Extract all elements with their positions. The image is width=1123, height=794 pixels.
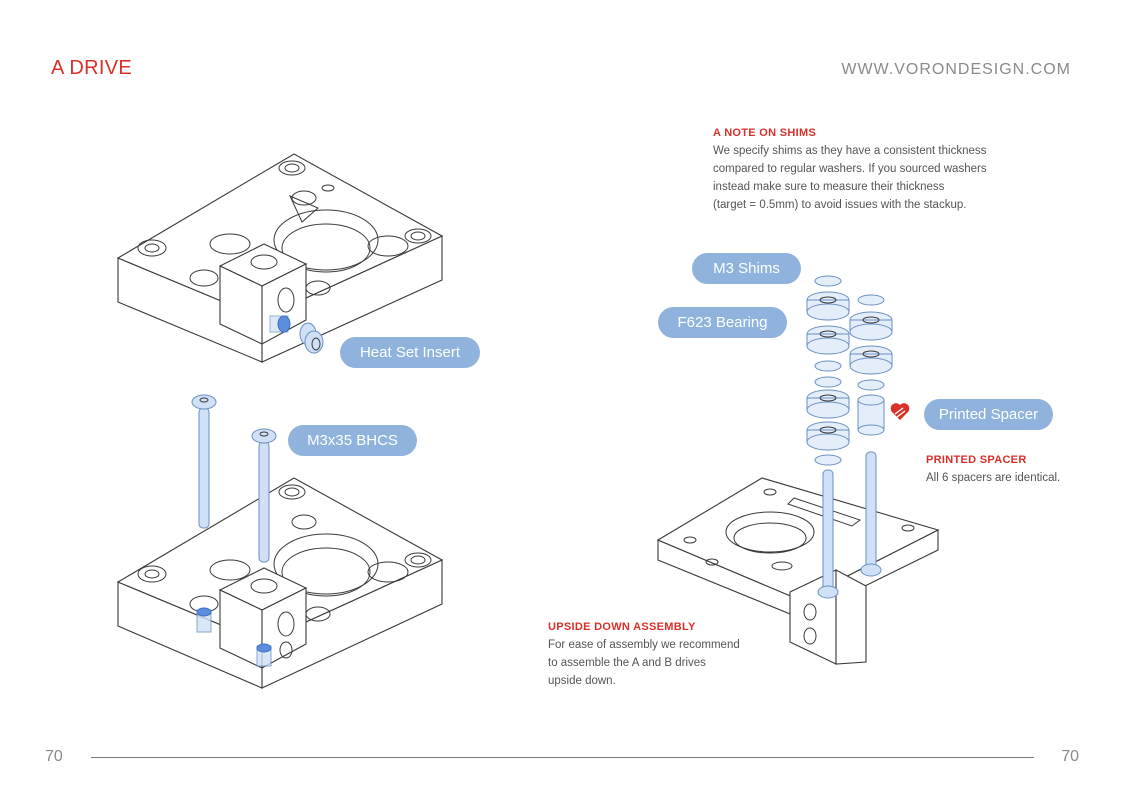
bhcs-screw-left bbox=[191, 394, 217, 529]
bearing-stack-right bbox=[849, 294, 893, 577]
note-shims-line: We specify shims as they have a consiste… bbox=[713, 145, 987, 157]
site-url[interactable]: WWW.VORONDESIGN.COM bbox=[841, 61, 1071, 78]
bhcs-screw-right bbox=[251, 428, 277, 563]
heat-set-insert-part bbox=[299, 322, 324, 354]
note-upside-down: UPSIDE DOWN ASSEMBLY For ease of assembl… bbox=[548, 618, 778, 690]
printed-spacer-part bbox=[857, 394, 885, 436]
note-shims-line: instead make sure to measure their thick… bbox=[713, 181, 945, 193]
note-spacer-title: PRINTED SPACER bbox=[926, 454, 1027, 466]
note-shims-line: (target = 0.5mm) to avoid issues with th… bbox=[713, 199, 967, 211]
note-upside-down-title: UPSIDE DOWN ASSEMBLY bbox=[548, 621, 696, 633]
section-title: A DRIVE bbox=[51, 57, 133, 79]
note-spacer-text: All 6 spacers are identical. bbox=[926, 472, 1061, 484]
footer-divider bbox=[91, 757, 1034, 758]
printed-part-icon bbox=[890, 403, 910, 420]
drive-block-bottom bbox=[116, 394, 444, 689]
note-upside-down-line: to assemble the A and B drives bbox=[548, 657, 706, 669]
callout-heat-set-insert: Heat Set Insert bbox=[340, 337, 480, 368]
note-shims-title: A NOTE ON SHIMS bbox=[713, 127, 817, 139]
note-upside-down-line: upside down. bbox=[548, 675, 616, 687]
motor-plate bbox=[656, 477, 940, 665]
callout-printed-spacer: Printed Spacer bbox=[924, 399, 1053, 430]
callout-f623-bearing: F623 Bearing bbox=[658, 307, 787, 338]
callout-m3-shims: M3 Shims bbox=[692, 253, 801, 284]
page-number-right: 70 bbox=[1061, 748, 1079, 765]
note-printed-spacer: PRINTED SPACER All 6 spacers are identic… bbox=[926, 451, 1116, 487]
note-upside-down-line: For ease of assembly we recommend bbox=[548, 639, 740, 651]
note-shims-line: compared to regular washers. If you sour… bbox=[713, 163, 987, 175]
drive-block-top bbox=[116, 153, 444, 363]
note-shims: A NOTE ON SHIMS We specify shims as they… bbox=[713, 124, 1043, 214]
bearing-stack-left bbox=[806, 275, 850, 599]
callout-bhcs: M3x35 BHCS bbox=[288, 425, 417, 456]
page-number-left: 70 bbox=[45, 748, 63, 765]
